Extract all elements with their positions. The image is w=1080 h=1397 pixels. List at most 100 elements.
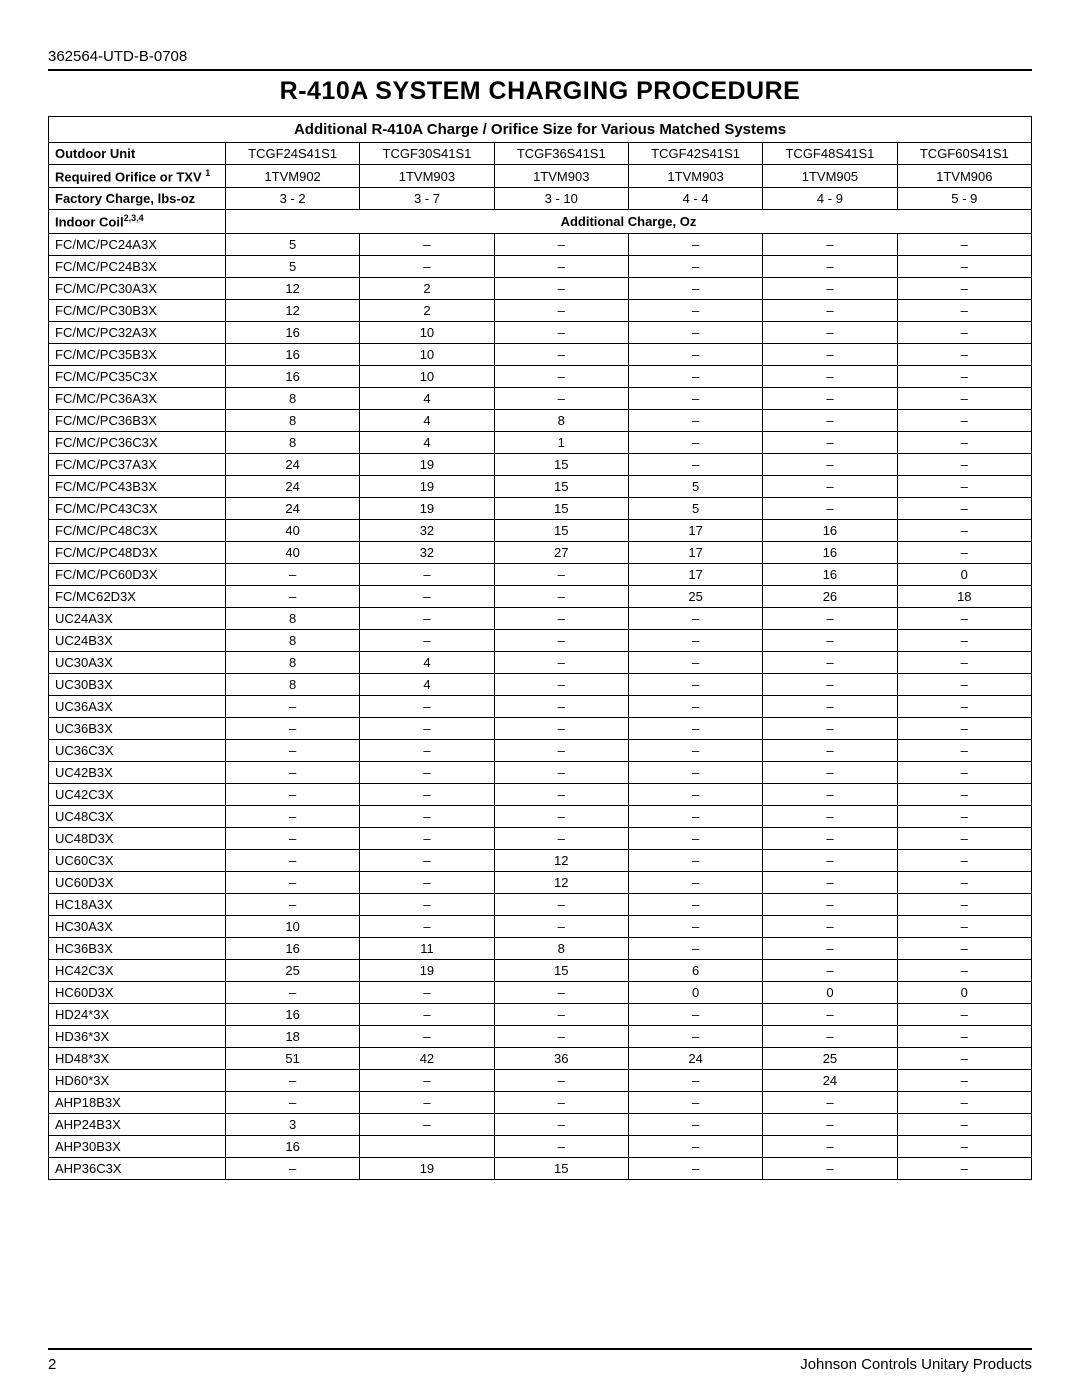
value-cell: 0	[897, 981, 1031, 1003]
value-cell: 4	[360, 431, 494, 453]
table-row: UC60C3X––12–––	[49, 849, 1032, 871]
value-cell: 19	[360, 475, 494, 497]
value-cell: 16	[225, 1135, 359, 1157]
table-row: AHP18B3X––––––	[49, 1091, 1032, 1113]
value-cell: 0	[897, 563, 1031, 585]
value-cell: –	[763, 651, 897, 673]
value-cell: –	[897, 1025, 1031, 1047]
value-cell: 27	[494, 541, 628, 563]
value-cell: –	[897, 343, 1031, 365]
coil-cell: HC18A3X	[49, 893, 226, 915]
header-value: 1TVM906	[897, 165, 1031, 188]
coil-cell: FC/MC/PC37A3X	[49, 453, 226, 475]
value-cell: –	[225, 871, 359, 893]
coil-cell: FC/MC/PC43B3X	[49, 475, 226, 497]
table-row: FC/MC/PC24A3X5–––––	[49, 233, 1032, 255]
header-rule	[48, 69, 1032, 71]
table-row: FC/MC/PC30B3X122––––	[49, 299, 1032, 321]
value-cell: –	[360, 1113, 494, 1135]
header-value: TCGF42S41S1	[628, 143, 762, 165]
value-cell: –	[897, 365, 1031, 387]
coil-cell: FC/MC/PC36C3X	[49, 431, 226, 453]
table-row: UC36C3X––––––	[49, 739, 1032, 761]
value-cell: –	[225, 761, 359, 783]
charge-table: Additional R-410A Charge / Orifice Size …	[48, 116, 1032, 1180]
value-cell: –	[494, 1091, 628, 1113]
value-cell: –	[494, 255, 628, 277]
header-value: 1TVM903	[360, 165, 494, 188]
value-cell: –	[763, 761, 897, 783]
coil-cell: HD24*3X	[49, 1003, 226, 1025]
value-cell: –	[494, 1069, 628, 1091]
value-cell: 24	[763, 1069, 897, 1091]
table-caption: Additional R-410A Charge / Orifice Size …	[49, 117, 1032, 143]
coil-cell: UC36C3X	[49, 739, 226, 761]
value-cell: –	[494, 233, 628, 255]
value-cell: 15	[494, 959, 628, 981]
value-cell: 36	[494, 1047, 628, 1069]
value-cell: –	[763, 1113, 897, 1135]
value-cell: –	[494, 1135, 628, 1157]
value-cell	[360, 1135, 494, 1157]
value-cell: –	[763, 695, 897, 717]
value-cell: 8	[225, 607, 359, 629]
table-row: FC/MC/PC48D3X4032271716–	[49, 541, 1032, 563]
value-cell: –	[225, 1091, 359, 1113]
value-cell: 8	[494, 409, 628, 431]
coil-cell: FC/MC/PC35C3X	[49, 365, 226, 387]
value-cell: –	[360, 871, 494, 893]
table-row: HC18A3X––––––	[49, 893, 1032, 915]
value-cell: 11	[360, 937, 494, 959]
value-cell: –	[628, 629, 762, 651]
coil-cell: UC42C3X	[49, 783, 226, 805]
value-cell: –	[628, 299, 762, 321]
value-cell: –	[225, 981, 359, 1003]
table-row: UC24B3X8–––––	[49, 629, 1032, 651]
value-cell: –	[628, 805, 762, 827]
table-row: FC/MC/PC43C3X2419155––	[49, 497, 1032, 519]
value-cell: –	[628, 1135, 762, 1157]
value-cell: –	[494, 1003, 628, 1025]
value-cell: –	[494, 893, 628, 915]
value-cell: –	[360, 695, 494, 717]
table-row: HD48*3X5142362425–	[49, 1047, 1032, 1069]
value-cell: –	[897, 827, 1031, 849]
value-cell: –	[628, 1157, 762, 1179]
table-header-row: Required Orifice or TXV 11TVM9021TVM9031…	[49, 165, 1032, 188]
value-cell: –	[897, 959, 1031, 981]
table-row: HC42C3X2519156––	[49, 959, 1032, 981]
table-caption-row: Additional R-410A Charge / Orifice Size …	[49, 117, 1032, 143]
coil-cell: HC60D3X	[49, 981, 226, 1003]
value-cell: –	[763, 893, 897, 915]
value-cell: –	[628, 233, 762, 255]
table-row: FC/MC/PC43B3X2419155––	[49, 475, 1032, 497]
table-row: UC42C3X––––––	[49, 783, 1032, 805]
value-cell: –	[225, 585, 359, 607]
value-cell: –	[494, 321, 628, 343]
value-cell: 15	[494, 475, 628, 497]
value-cell: 16	[763, 541, 897, 563]
value-cell: 10	[225, 915, 359, 937]
value-cell: 8	[494, 937, 628, 959]
value-cell: 5	[628, 475, 762, 497]
value-cell: –	[763, 849, 897, 871]
value-cell: 40	[225, 519, 359, 541]
table-row: HC60D3X–––000	[49, 981, 1032, 1003]
coil-cell: HD60*3X	[49, 1069, 226, 1091]
value-cell: –	[628, 915, 762, 937]
value-cell: –	[897, 849, 1031, 871]
header-value: 1TVM905	[763, 165, 897, 188]
footer-company: Johnson Controls Unitary Products	[800, 1356, 1032, 1373]
coil-cell: UC42B3X	[49, 761, 226, 783]
table-row: FC/MC/PC24B3X5–––––	[49, 255, 1032, 277]
value-cell: –	[897, 673, 1031, 695]
table-header-row: Factory Charge, lbs-oz3 - 23 - 73 - 104 …	[49, 188, 1032, 210]
value-cell: –	[360, 607, 494, 629]
value-cell: –	[763, 1135, 897, 1157]
value-cell: –	[494, 563, 628, 585]
value-cell: –	[494, 585, 628, 607]
value-cell: –	[360, 915, 494, 937]
value-cell: –	[897, 915, 1031, 937]
value-cell: –	[763, 717, 897, 739]
value-cell: –	[628, 937, 762, 959]
